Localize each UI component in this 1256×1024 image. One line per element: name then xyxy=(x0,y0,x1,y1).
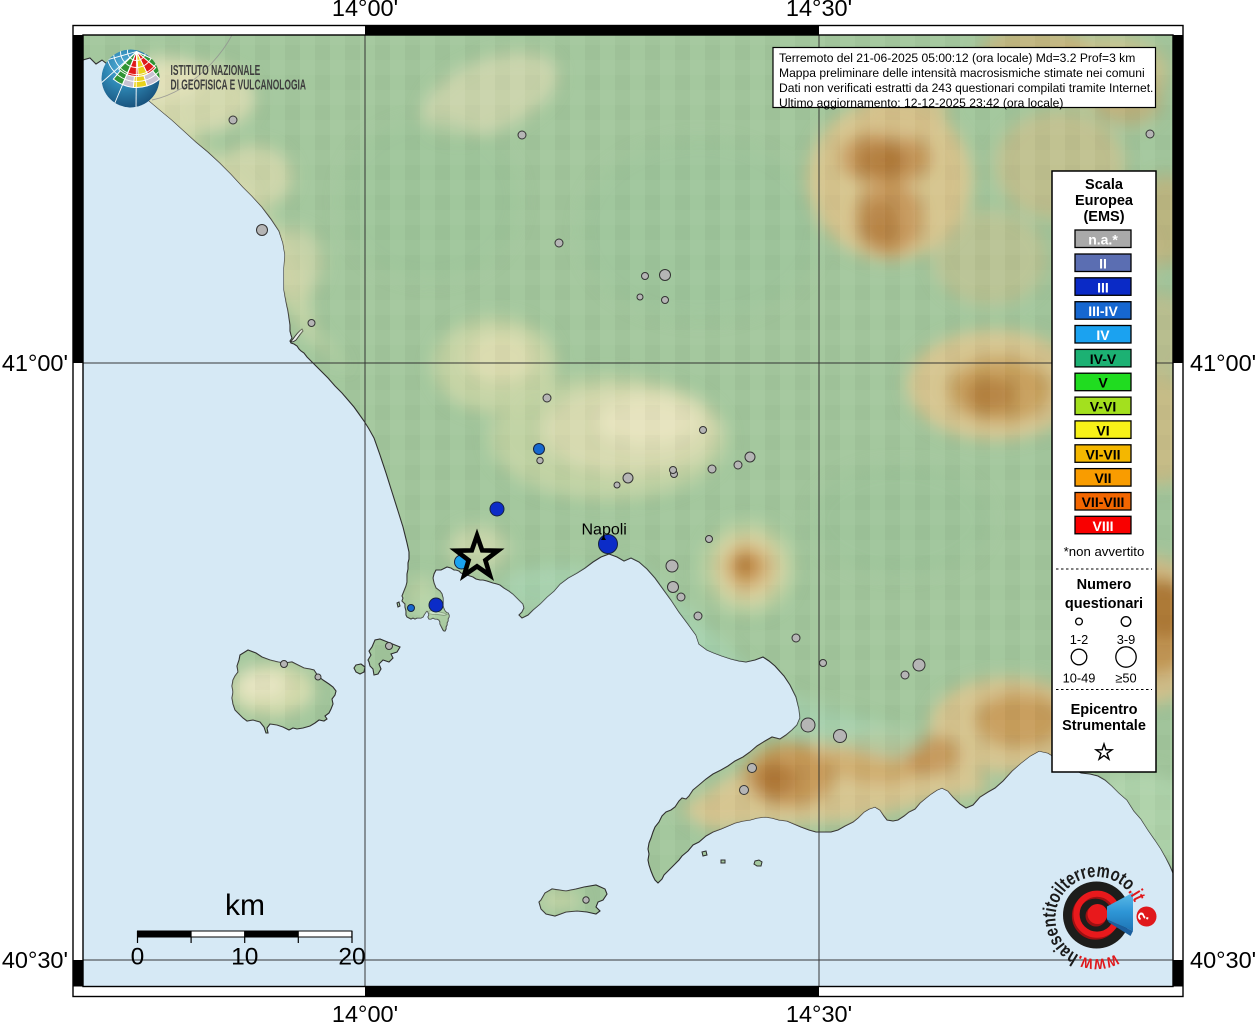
svg-text:14°00': 14°00' xyxy=(332,0,398,21)
svg-text:V: V xyxy=(1098,375,1108,391)
svg-text:ISTITUTO NAZIONALE: ISTITUTO NAZIONALE xyxy=(171,61,261,78)
svg-text:14°30': 14°30' xyxy=(786,1001,852,1024)
svg-text:VIII: VIII xyxy=(1092,518,1113,534)
svg-text:1-2: 1-2 xyxy=(1070,632,1089,647)
svg-text:Epicentro: Epicentro xyxy=(1071,702,1138,718)
svg-text:VII: VII xyxy=(1094,470,1111,486)
svg-text:*non avvertito: *non avvertito xyxy=(1064,544,1145,559)
svg-text:IV: IV xyxy=(1096,327,1110,343)
svg-text:Europea: Europea xyxy=(1075,193,1134,209)
svg-text:41°00': 41°00' xyxy=(2,350,68,376)
svg-text:V-VI: V-VI xyxy=(1090,399,1116,415)
svg-text:14°30': 14°30' xyxy=(786,0,852,21)
svg-text:IV-V: IV-V xyxy=(1090,351,1117,367)
svg-text:VI: VI xyxy=(1096,422,1109,438)
svg-text:km: km xyxy=(225,889,265,922)
svg-text:Napoli: Napoli xyxy=(582,522,627,539)
svg-text:Mappa preliminare delle intens: Mappa preliminare delle intensità macros… xyxy=(779,66,1145,80)
svg-text:(EMS): (EMS) xyxy=(1083,209,1124,225)
svg-text:?: ? xyxy=(1135,910,1154,923)
svg-text:Strumentale: Strumentale xyxy=(1062,718,1146,734)
svg-text:≥50: ≥50 xyxy=(1115,671,1136,686)
svg-text:40°30': 40°30' xyxy=(2,947,68,973)
svg-text:DI GEOFISICA E VULCANOLOGIA: DI GEOFISICA E VULCANOLOGIA xyxy=(171,76,307,93)
svg-text:10: 10 xyxy=(231,944,258,971)
svg-text:41°00': 41°00' xyxy=(1190,350,1256,376)
svg-text:40°30': 40°30' xyxy=(1190,947,1256,973)
svg-text:III-IV: III-IV xyxy=(1088,303,1118,319)
svg-text:Terremoto del 21-06-2025 05:00: Terremoto del 21-06-2025 05:00:12 (ora l… xyxy=(779,51,1135,65)
svg-text:VII-VIII: VII-VIII xyxy=(1082,494,1125,510)
svg-text:20: 20 xyxy=(338,944,365,971)
svg-text:questionari: questionari xyxy=(1065,596,1143,612)
svg-text:10-49: 10-49 xyxy=(1063,671,1096,686)
svg-text:3-9: 3-9 xyxy=(1117,632,1136,647)
svg-text:n.a.*: n.a.* xyxy=(1088,232,1118,248)
svg-text:II: II xyxy=(1099,256,1107,272)
svg-text:Ultimo aggiornamento: 12-12-20: Ultimo aggiornamento: 12-12-2025 23:42 (… xyxy=(779,96,1063,110)
svg-text:Dati non verificati estratti d: Dati non verificati estratti da 243 ques… xyxy=(779,81,1153,95)
svg-text:Scala: Scala xyxy=(1085,177,1124,193)
svg-text:Numero: Numero xyxy=(1077,577,1132,593)
svg-text:III: III xyxy=(1097,279,1109,295)
svg-text:0: 0 xyxy=(131,944,145,971)
svg-text:14°00': 14°00' xyxy=(332,1001,398,1024)
svg-text:VI-VII: VI-VII xyxy=(1085,446,1120,462)
